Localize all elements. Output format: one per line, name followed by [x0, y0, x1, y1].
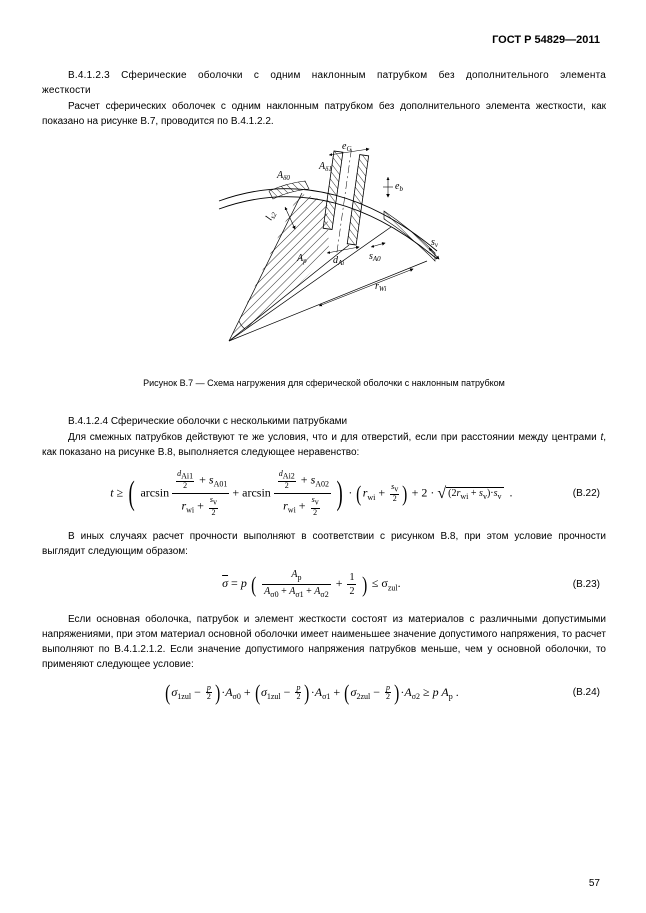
- section-2-heading: В.4.1.2.4 Сферические оболочки с несколь…: [42, 414, 606, 429]
- svg-text:eG: eG: [342, 141, 352, 153]
- figure-b7: eG Aδ0 Aδ1 eb ls2 Ap dAi sA0 sv rWi: [42, 141, 606, 366]
- figure-caption: Рисунок В.7 — Схема нагружения для сфери…: [42, 378, 606, 388]
- section-2-para2: В иных случаях расчет прочности выполняю…: [42, 529, 606, 559]
- equation-b24-num: (В.24): [561, 687, 600, 698]
- svg-text:sA0: sA0: [369, 251, 381, 263]
- equation-b23-body: σ = p ( Ap Aσ0 + Aσ1 + Aσ2 + 12 ) ≤ σzul…: [62, 569, 561, 600]
- section-1-para: Расчет сферических оболочек с одним накл…: [42, 99, 606, 129]
- section-2-para3: Если основная оболочка, патрубок и элеме…: [42, 612, 606, 672]
- svg-text:Aδ1: Aδ1: [318, 161, 332, 173]
- standard-header: ГОСТ Р 54829—2011: [42, 34, 606, 46]
- section-2-title: Сферические оболочки с несколькими патру…: [111, 416, 347, 427]
- section-2-num: В.4.1.2.4: [68, 416, 108, 427]
- equation-b22-body: t ≥ ( arcsin dAi12 + sA01 rwi + sv2 + ar…: [62, 470, 561, 517]
- svg-text:Aδ0: Aδ0: [276, 170, 290, 182]
- equation-b23: σ = p ( Ap Aσ0 + Aσ1 + Aσ2 + 12 ) ≤ σzul…: [42, 569, 606, 600]
- svg-text:dAi: dAi: [333, 255, 344, 267]
- svg-text:eb: eb: [395, 181, 403, 193]
- section-1-title: Сферические оболочки с одним наклонным п…: [42, 70, 606, 96]
- equation-b24-body: (σ1zul − p2)·Aσ0 + (σ1zul − p2)·Aσ1 + (σ…: [62, 682, 561, 704]
- svg-text:ls2: ls2: [264, 209, 279, 223]
- equation-b22: t ≥ ( arcsin dAi12 + sA01 rwi + sv2 + ar…: [42, 470, 606, 517]
- equation-b23-num: (В.23): [561, 579, 600, 590]
- equation-b24: (σ1zul − p2)·Aσ0 + (σ1zul − p2)·Aσ1 + (σ…: [42, 682, 606, 704]
- svg-text:rWi: rWi: [375, 281, 386, 293]
- page-number: 57: [589, 878, 600, 889]
- section-1-num: В.4.1.2.3: [68, 70, 110, 81]
- svg-text:sv: sv: [431, 237, 439, 249]
- equation-b22-num: (В.22): [561, 488, 600, 499]
- section-2-para1: Для смежных патрубков действуют те же ус…: [42, 430, 606, 460]
- section-1-heading: В.4.1.2.3 Сферические оболочки с одним н…: [42, 68, 606, 98]
